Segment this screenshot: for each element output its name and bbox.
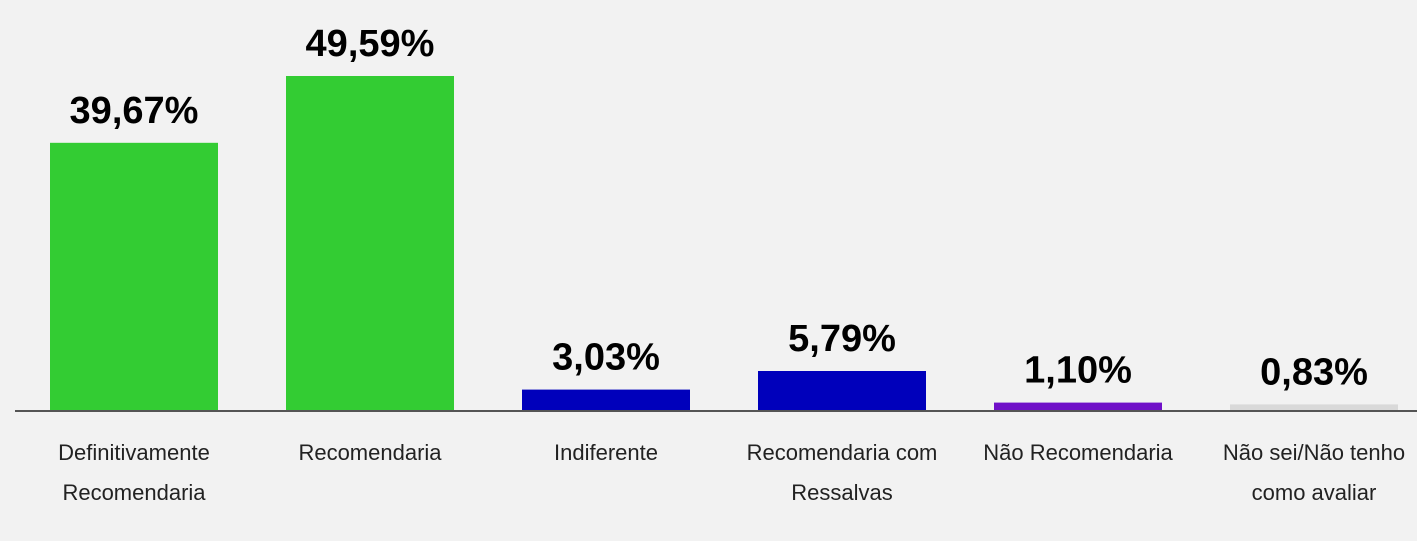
x-tick-label: Indiferente: [554, 440, 658, 465]
bar: [522, 389, 690, 410]
bar: [286, 76, 454, 410]
bar: [1230, 404, 1398, 410]
value-label: 39,67%: [70, 90, 199, 132]
bar: [758, 371, 926, 410]
value-label: 49,59%: [306, 23, 435, 65]
value-label: 1,10%: [1024, 350, 1132, 392]
x-tick-label: Definitivamente Recomendaria: [58, 440, 210, 505]
value-label: 0,83%: [1260, 351, 1368, 393]
bar: [994, 402, 1162, 410]
value-label: 3,03%: [552, 337, 660, 379]
x-tick-label: Não Recomendaria: [983, 440, 1173, 465]
value-label: 5,79%: [788, 318, 896, 360]
x-tick-label: Não sei/Não tenho como avaliar: [1222, 440, 1406, 505]
x-tick-label: Recomendaria: [298, 440, 442, 465]
bar: [50, 142, 218, 410]
x-tick-label: Recomendaria com Ressalvas: [746, 440, 938, 505]
